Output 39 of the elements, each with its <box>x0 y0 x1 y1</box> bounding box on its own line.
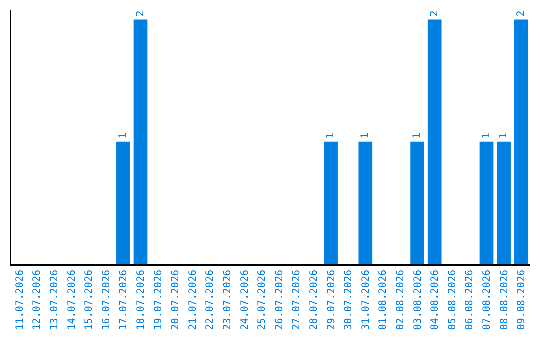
x-tick-label: 28.07.2026 <box>309 270 320 330</box>
x-tick-label: 16.07.2026 <box>101 270 112 330</box>
x-tick-label: 08.08.2026 <box>499 270 510 330</box>
data-label: 2 <box>429 10 440 17</box>
x-tick-label: 04.08.2026 <box>430 270 442 330</box>
x-tick-label: 26.07.2026 <box>274 270 286 330</box>
data-label: 2 <box>516 10 527 17</box>
x-tick-label: 22.07.2026 <box>205 270 216 330</box>
x-tick-label: 20.07.2026 <box>170 270 182 330</box>
data-label: 1 <box>360 132 372 139</box>
x-tick-label: 01.08.2026 <box>378 270 390 330</box>
x-tick-label: 24.07.2026 <box>240 270 251 330</box>
x-tick-label: 12.07.2026 <box>32 270 44 330</box>
x-tick-label: 31.07.2026 <box>360 270 372 330</box>
x-tick-label: 25.07.2026 <box>257 270 268 330</box>
x-tick-label: 19.07.2026 <box>153 270 164 330</box>
data-label: 1 <box>412 132 424 139</box>
data-label: 2 <box>135 10 146 17</box>
x-tick-label: 21.07.2026 <box>188 270 199 330</box>
x-tick-label: 14.07.2026 <box>66 270 78 330</box>
x-tick-label: 29.07.2026 <box>326 270 338 330</box>
x-tick-label: 11.07.2026 <box>14 270 26 330</box>
x-tick-label: 02.08.2026 <box>396 270 406 330</box>
data-label: 1 <box>481 132 492 139</box>
x-tick-label: 17.07.2026 <box>118 270 130 330</box>
x-tick-label: 15.07.2026 <box>84 270 96 330</box>
data-label: 1 <box>498 132 510 139</box>
x-tick-label: 09.08.2026 <box>516 270 528 330</box>
data-label: 1 <box>118 132 129 139</box>
x-tick-label: 18.07.2026 <box>136 270 147 330</box>
x-tick-label: 30.07.2026 <box>344 270 355 330</box>
x-tick-label: 06.08.2026 <box>464 270 476 330</box>
data-label: 1 <box>326 132 337 139</box>
x-tick-label: 05.08.2026 <box>447 270 458 330</box>
x-tick-label: 07.08.2026 <box>482 270 493 330</box>
x-tick-label: 23.07.2026 <box>222 270 234 330</box>
x-tick-label: 27.07.2026 <box>292 270 303 330</box>
x-tick-label: 03.08.2026 <box>412 270 424 330</box>
x-tick-label: 13.07.2026 <box>50 270 60 330</box>
